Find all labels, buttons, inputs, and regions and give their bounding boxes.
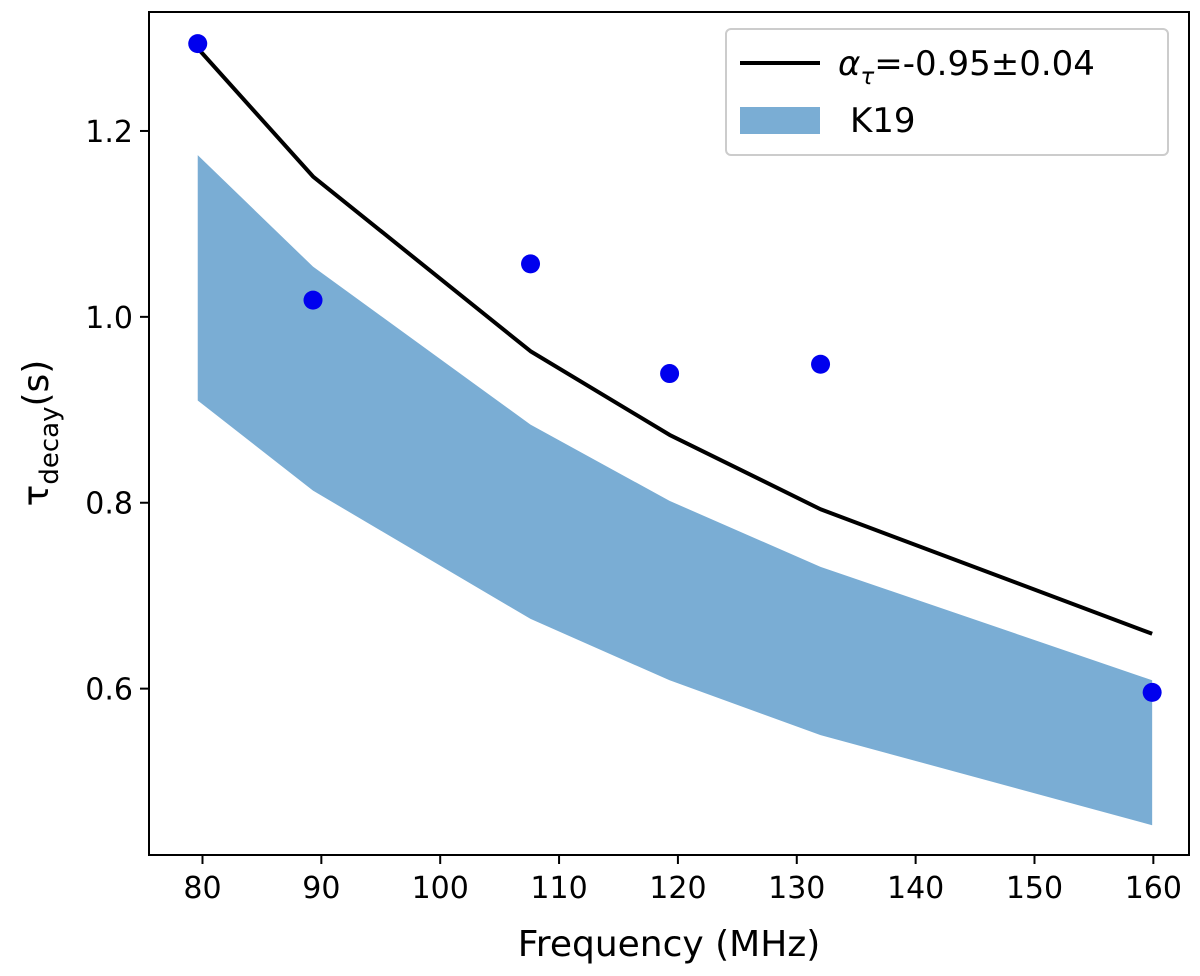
x-tick-label: 160 — [1125, 871, 1182, 906]
x-axis-label: Frequency (MHz) — [518, 924, 821, 965]
plot-area — [188, 34, 1162, 826]
legend-box — [725, 28, 1169, 156]
data-point — [811, 354, 831, 374]
y-tick-label: 1.0 — [85, 301, 133, 336]
x-tick-label: 130 — [768, 871, 825, 906]
data-point — [303, 290, 323, 310]
y-tick-label: 1.2 — [85, 115, 133, 150]
y-tick-label: 0.6 — [85, 673, 133, 708]
legend-band-swatch — [740, 107, 820, 134]
x-tick-label: 80 — [183, 871, 221, 906]
data-point — [660, 364, 680, 384]
fit-line — [196, 46, 1153, 636]
legend-fit-line-label: ατ=-0.95±0.04 — [838, 44, 1095, 90]
x-tick-label: 110 — [530, 871, 587, 906]
legend-band-label: K19 — [850, 101, 916, 141]
y-axis-label: τdecay(s) — [16, 360, 65, 507]
x-tick-label: 150 — [1006, 871, 1063, 906]
x-tick-label: 140 — [887, 871, 944, 906]
plot-frame — [148, 11, 1190, 856]
data-point — [1142, 682, 1162, 702]
k19-band — [197, 155, 1153, 826]
data-point — [188, 34, 208, 54]
y-tick-label: 0.8 — [85, 487, 133, 522]
x-tick-label: 90 — [302, 871, 340, 906]
data-point — [521, 254, 541, 274]
x-tick-label: 100 — [412, 871, 469, 906]
axes: 80 90 100 110 120 130 140 150 160 0.6 0.8 1.0 1.2 — [85, 115, 1182, 906]
x-tick-label: 120 — [649, 871, 706, 906]
legend: ατ=-0.95±0.04 K19 — [725, 28, 1169, 156]
